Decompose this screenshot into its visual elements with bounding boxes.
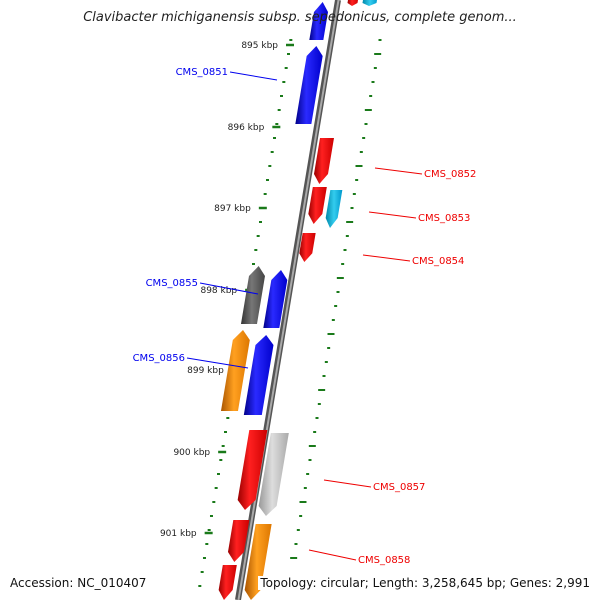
gene-arrow-reverse[interactable] [227,520,250,562]
gene-leader-line [374,167,423,175]
gene-arrow-forward[interactable] [309,2,328,40]
gene-arrow-other[interactable] [220,330,250,411]
gene-arrow-reverse[interactable] [308,187,327,224]
ruler-label: 896 kbp [228,123,265,133]
gene-arrow-reverse[interactable] [347,0,359,6]
gene-leader-line [368,211,417,219]
ruler-label: 897 kbp [214,204,251,214]
gene-arrow-reverse[interactable] [237,430,268,510]
gene-arrow-reverse[interactable] [313,138,334,184]
gene-leader-line [229,71,278,81]
ruler-label: 900 kbp [173,448,210,458]
gene-arrow-forward[interactable] [263,270,288,328]
gene-label[interactable]: CMS_0851 [176,67,228,78]
ruler-label: 899 kbp [187,366,224,376]
gene-label[interactable]: CMS_0856 [133,353,185,364]
gene-label[interactable]: CMS_0855 [146,278,198,289]
gene-leader-line [308,549,357,561]
gene-arrow-reverse[interactable] [299,233,316,262]
gene-label[interactable]: CMS_0852 [424,169,476,180]
gene-leader-line [199,282,259,295]
gene-label[interactable]: CMS_0853 [418,213,470,224]
gene-label[interactable]: CMS_0857 [373,482,425,493]
gene-arrow-other[interactable] [362,0,378,6]
ruler-label: 898 kbp [200,286,237,296]
ruler-label: 901 kbp [160,529,197,539]
gene-leader-line [323,479,372,488]
accession-text: Accession: NC_010407 [8,576,149,590]
gene-arrow-other[interactable] [325,190,343,228]
gene-arrow-other[interactable] [240,266,265,324]
gene-leader-line [362,254,411,262]
ruler-label: 895 kbp [241,41,278,51]
gene-label[interactable]: CMS_0858 [358,555,410,566]
gene-arrow-forward[interactable] [243,335,274,415]
gene-arrow-other[interactable] [244,524,272,600]
gene-label[interactable]: CMS_0854 [412,256,464,267]
topology-text: Topology: circular; Length: 3,258,645 bp… [258,576,592,590]
gene-arrow-reverse[interactable] [218,565,237,600]
gene-arrow-forward[interactable] [295,46,323,124]
gene-arrow-other[interactable] [258,433,289,516]
gene-leader-line [186,357,249,369]
map-title: Clavibacter michiganensis subsp. sepedon… [83,10,517,25]
